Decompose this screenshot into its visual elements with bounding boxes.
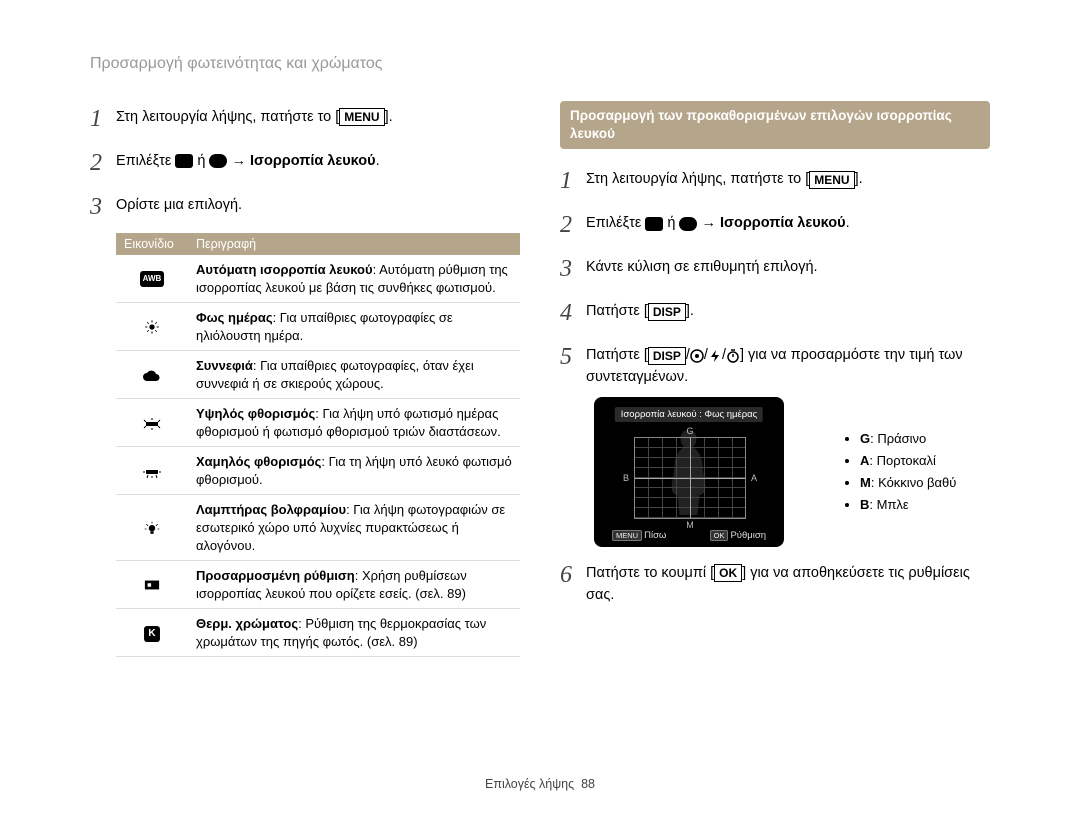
table-row: K Θερμ. χρώματος: Ρύθμιση της θερμοκρασί…: [116, 609, 520, 657]
step-number: 2: [90, 145, 116, 181]
subsection-heading: Προσαρμογή των προκαθορισμένων επιλογών …: [560, 101, 990, 149]
disp-button-label: DISP: [648, 303, 686, 321]
table-row: Υψηλός φθορισμός: Για λήψη υπό φωτισμό η…: [116, 399, 520, 447]
step-text: Επιλέξτε ή → Ισορροπία λευκού.: [586, 207, 850, 243]
custom-icon: [140, 577, 164, 593]
step-text: Πατήστε το κουμπί [OK] για να αποθηκεύσε…: [586, 557, 990, 607]
right-column: Προσαρμογή των προκαθορισμένων επιλογών …: [560, 101, 990, 657]
camera-icon: [175, 154, 193, 168]
flower-icon: [690, 349, 704, 363]
adjustment-grid: G M B A: [634, 437, 746, 519]
table-row: AWB Αυτόματη ισορροπία λευκού: Αυτόματη …: [116, 255, 520, 303]
left-column: 1 Στη λειτουργία λήψης, πατήστε το [MENU…: [90, 101, 520, 657]
step-text: Επιλέξτε ή → Ισορροπία λευκού.: [116, 145, 380, 181]
step-text: Ορίστε μια επιλογή.: [116, 189, 242, 225]
awb-icon: AWB: [140, 271, 164, 287]
color-legend: G: Πράσινο A: Πορτοκαλί M: Κόκκινο βαθύ …: [806, 428, 956, 516]
options-table: Εικονίδιο Περιγραφή AWB Αυτόματη ισορροπ…: [116, 233, 520, 657]
table-header-icon: Εικονίδιο: [116, 233, 188, 255]
table-header-desc: Περιγραφή: [188, 233, 520, 255]
table-row: Χαμηλός φθορισμός: Για τη λήψη υπό λευκό…: [116, 447, 520, 495]
cloud-icon: [140, 368, 164, 384]
video-icon: [209, 154, 227, 168]
diagram-title: Ισορροπία λευκού : Φως ημέρας: [615, 407, 763, 422]
fluorescent-high-icon: [140, 416, 164, 432]
step-text: Πατήστε [DISP].: [586, 295, 694, 331]
step-number: 5: [560, 339, 586, 389]
camera-icon: [645, 217, 663, 231]
step-number: 1: [560, 163, 586, 199]
step-text: Πατήστε [DISP///] για να προσαρμόστε την…: [586, 339, 990, 389]
tungsten-icon: [140, 521, 164, 537]
video-icon: [679, 217, 697, 231]
disp-button-label: DISP: [648, 347, 686, 365]
fluorescent-low-icon: [140, 464, 164, 480]
table-row: Λαμπτήρας βολφραμίου: Για λήψη φωτογραφι…: [116, 495, 520, 561]
step-number: 3: [90, 189, 116, 225]
step-number: 1: [90, 101, 116, 137]
step-number: 6: [560, 557, 586, 607]
table-row: Συννεφιά: Για υπαίθριες φωτογραφίες, ότα…: [116, 351, 520, 399]
sun-icon: [140, 319, 164, 335]
menu-button-label: MENU: [809, 171, 854, 189]
menu-mini-button: MENU: [612, 530, 642, 541]
timer-icon: [726, 349, 740, 363]
table-row: Προσαρμοσμένη ρύθμιση: Χρήση ρυθμίσεων ι…: [116, 561, 520, 609]
kelvin-icon: K: [144, 626, 160, 642]
menu-button-label: MENU: [339, 108, 384, 126]
table-row: Φως ημέρας: Για υπαίθριες φωτογραφίες σε…: [116, 303, 520, 351]
page-title: Προσαρμογή φωτεινότητας και χρώματος: [90, 55, 990, 73]
flash-icon: [708, 349, 722, 363]
step-number: 2: [560, 207, 586, 243]
step-number: 3: [560, 251, 586, 287]
step-text: Κάντε κύλιση σε επιθυμητή επιλογή.: [586, 251, 818, 287]
step-text: Στη λειτουργία λήψης, πατήστε το [MENU].: [586, 163, 863, 199]
wb-adjustment-diagram: Ισορροπία λευκού : Φως ημέρας G M B A: [594, 397, 784, 547]
step-number: 4: [560, 295, 586, 331]
step-text: Στη λειτουργία λήψης, πατήστε το [MENU].: [116, 101, 393, 137]
page-footer: Επιλογές λήψης 88: [90, 777, 990, 791]
ok-button-label: OK: [714, 564, 742, 582]
ok-mini-button: OK: [710, 530, 729, 541]
